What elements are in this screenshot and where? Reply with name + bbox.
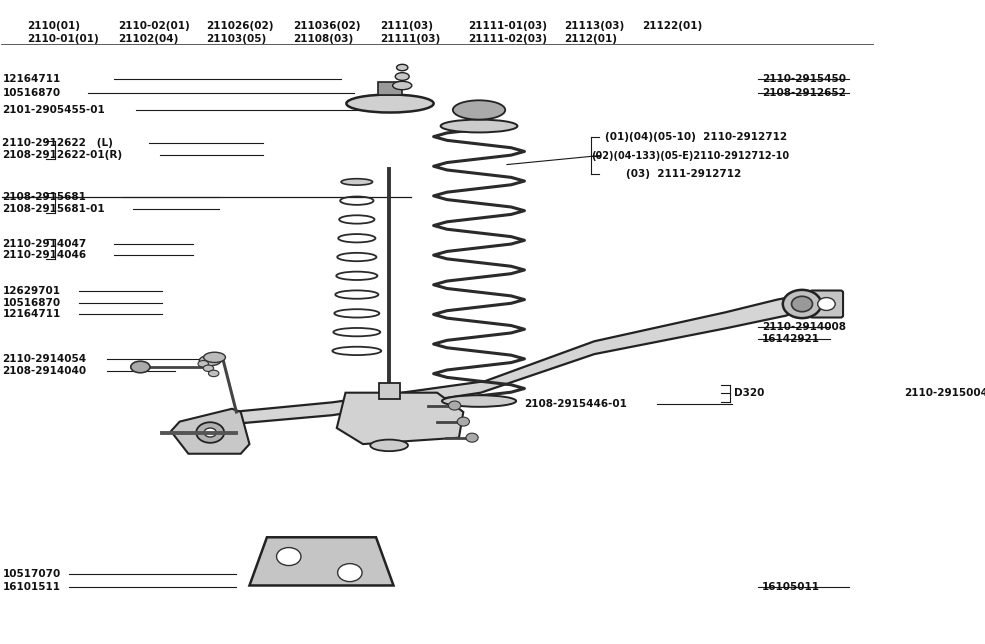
Ellipse shape [453,100,505,120]
Text: 21111-02(03): 21111-02(03) [468,34,547,44]
Text: 10516870: 10516870 [2,298,60,308]
Text: 16101511: 16101511 [2,582,60,592]
Text: 2110-02(01): 2110-02(01) [118,21,190,32]
Text: 2110-2914047: 2110-2914047 [2,238,87,249]
Circle shape [277,547,301,565]
Text: 16105011: 16105011 [761,582,820,592]
Bar [378,383,400,399]
Polygon shape [224,296,808,425]
Text: 2108-2912652: 2108-2912652 [761,88,846,98]
Text: 21111-01(03): 21111-01(03) [468,21,547,32]
Text: (02)(04-133)(05-E)2110-2912712-10: (02)(04-133)(05-E)2110-2912712-10 [591,151,789,160]
Text: 2112(01): 2112(01) [563,34,617,44]
Circle shape [204,428,217,437]
Text: 21113(03): 21113(03) [563,21,624,32]
FancyBboxPatch shape [810,290,843,317]
Text: 21108(03): 21108(03) [294,34,354,44]
Circle shape [338,564,362,582]
Ellipse shape [393,81,412,90]
Text: 16142921: 16142921 [761,334,820,345]
Text: 2108-2915446-01: 2108-2915446-01 [524,399,627,408]
Circle shape [783,290,821,318]
Ellipse shape [131,361,150,373]
Text: 2108-2912622-01(R): 2108-2912622-01(R) [2,150,122,160]
Polygon shape [249,537,393,585]
Text: 2110(01): 2110(01) [27,21,80,32]
Text: 2110-2915450: 2110-2915450 [761,74,846,84]
Circle shape [448,401,461,410]
Bar [373,396,405,444]
Text: 2110-2914054: 2110-2914054 [2,354,87,364]
Ellipse shape [204,352,226,363]
Bar [378,82,402,95]
Ellipse shape [203,365,214,372]
Text: 2110-2912622   (L): 2110-2912622 (L) [2,138,113,148]
Text: 2108-2915681-01: 2108-2915681-01 [2,204,105,214]
Text: 2110-01(01): 2110-01(01) [27,34,99,44]
Ellipse shape [442,395,516,407]
Text: 12629701: 12629701 [2,286,60,296]
Text: 2110-2914008: 2110-2914008 [761,322,846,332]
Text: 211036(02): 211036(02) [294,21,361,32]
Circle shape [196,422,225,443]
Ellipse shape [198,361,209,367]
Text: 2110-2914046: 2110-2914046 [2,250,87,260]
Text: 21102(04): 21102(04) [118,34,179,44]
Ellipse shape [199,355,221,366]
Ellipse shape [440,120,517,133]
Ellipse shape [370,440,408,451]
Circle shape [818,298,835,310]
Text: 12164711: 12164711 [2,309,61,319]
Polygon shape [337,393,463,444]
Circle shape [466,433,478,442]
Text: D320: D320 [734,388,768,398]
Text: 2108-2915681: 2108-2915681 [2,192,87,202]
Text: 12164711: 12164711 [2,74,61,84]
Ellipse shape [397,64,408,71]
Text: (03)  2111-2912712: (03) 2111-2912712 [625,169,741,179]
Ellipse shape [209,370,219,377]
Text: 211026(02): 211026(02) [206,21,273,32]
Circle shape [457,417,470,426]
Text: 2101-2905455-01: 2101-2905455-01 [2,105,105,115]
Text: 2108-2914040: 2108-2914040 [2,366,87,377]
Text: 21122(01): 21122(01) [642,21,702,32]
Text: 10516870: 10516870 [2,88,60,98]
Text: (01)(04)(05-10)  2110-2912712: (01)(04)(05-10) 2110-2912712 [605,132,787,142]
Text: 2110-2915004: 2110-2915004 [904,388,985,398]
Ellipse shape [395,73,409,80]
Ellipse shape [341,178,372,185]
Text: 2111(03): 2111(03) [380,21,433,32]
Circle shape [792,296,813,312]
Ellipse shape [347,95,433,113]
Text: 10517070: 10517070 [2,569,61,579]
Text: 21103(05): 21103(05) [206,34,266,44]
Text: 21111(03): 21111(03) [380,34,440,44]
Polygon shape [171,409,249,454]
